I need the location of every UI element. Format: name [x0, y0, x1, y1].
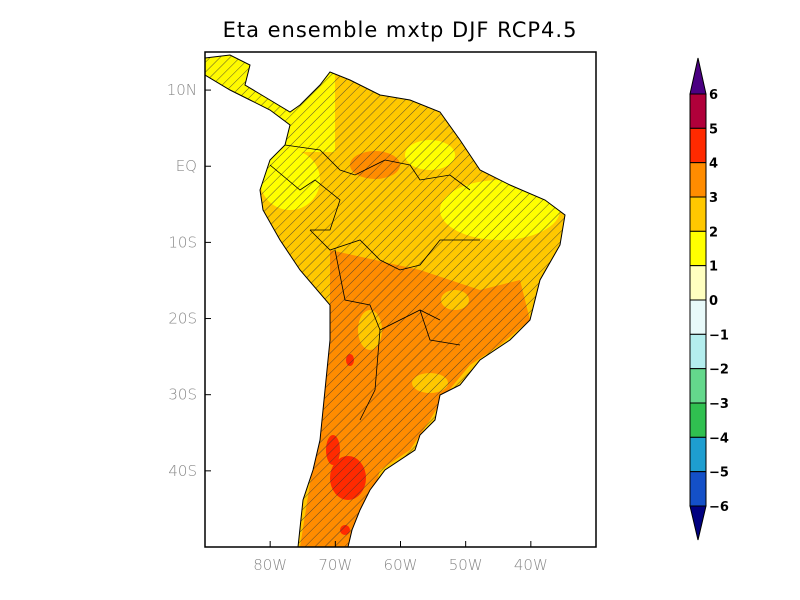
colorbar-segment — [689, 93, 707, 129]
colorbar-segment — [689, 127, 707, 164]
latitude-axis: 10N EQ 10S 20S 30S 40S — [167, 81, 211, 480]
lon-tick-label: 40W — [514, 556, 548, 574]
colorbar-label: 3 — [709, 191, 718, 206]
plot-title: Eta ensemble mxtp DJF RCP4.5 — [222, 18, 578, 42]
colorbar-segment — [689, 368, 707, 404]
colorbar-label: 1 — [709, 260, 718, 275]
colorbar-label: 4 — [709, 157, 718, 172]
longitude-axis: 80W 70W 60W 50W 40W — [253, 541, 548, 574]
lon-tick-label: 80W — [253, 556, 287, 574]
temperature-field — [205, 55, 565, 547]
colorbar-label: 5 — [709, 122, 718, 137]
colorbar-segment — [689, 436, 707, 473]
colorbar-label: 0 — [709, 294, 718, 309]
country-borders — [269, 144, 480, 421]
colorbar-segment — [689, 333, 707, 370]
colorbar-over-triangle — [689, 57, 707, 95]
colorbar-segment — [689, 471, 707, 507]
colorbar-label: −3 — [709, 397, 729, 412]
lon-tick-label: 70W — [318, 556, 352, 574]
colorbar-segment — [689, 265, 707, 301]
colorbar: 6 5 4 3 2 1 0 −1 −2 −3 −4 −5 −6 — [689, 57, 729, 541]
lat-tick-label: 40S — [168, 462, 197, 480]
colorbar-label: 2 — [709, 225, 718, 240]
lat-tick-label: 20S — [168, 310, 197, 328]
colorbar-label: −6 — [709, 500, 729, 515]
coastline — [205, 54, 566, 547]
colorbar-segment — [689, 299, 707, 335]
colorbar-segment — [689, 162, 707, 198]
colorbar-label: 6 — [709, 88, 718, 103]
colorbar-segment — [689, 402, 707, 438]
map-area — [205, 54, 566, 547]
lat-tick-label: 30S — [168, 386, 197, 404]
lon-tick-label: 50W — [449, 556, 483, 574]
lat-tick-label: 10S — [168, 233, 197, 251]
colorbar-under-triangle — [689, 505, 707, 541]
colorbar-segment — [689, 230, 707, 267]
colorbar-label: −2 — [709, 363, 729, 378]
colorbar-label: −5 — [709, 466, 729, 481]
lon-tick-label: 60W — [384, 556, 418, 574]
colorbar-segment — [689, 196, 707, 232]
lat-tick-label: EQ — [176, 157, 197, 175]
colorbar-label: −1 — [709, 328, 729, 343]
colorbar-label: −4 — [709, 431, 729, 446]
lat-tick-label: 10N — [167, 81, 197, 99]
